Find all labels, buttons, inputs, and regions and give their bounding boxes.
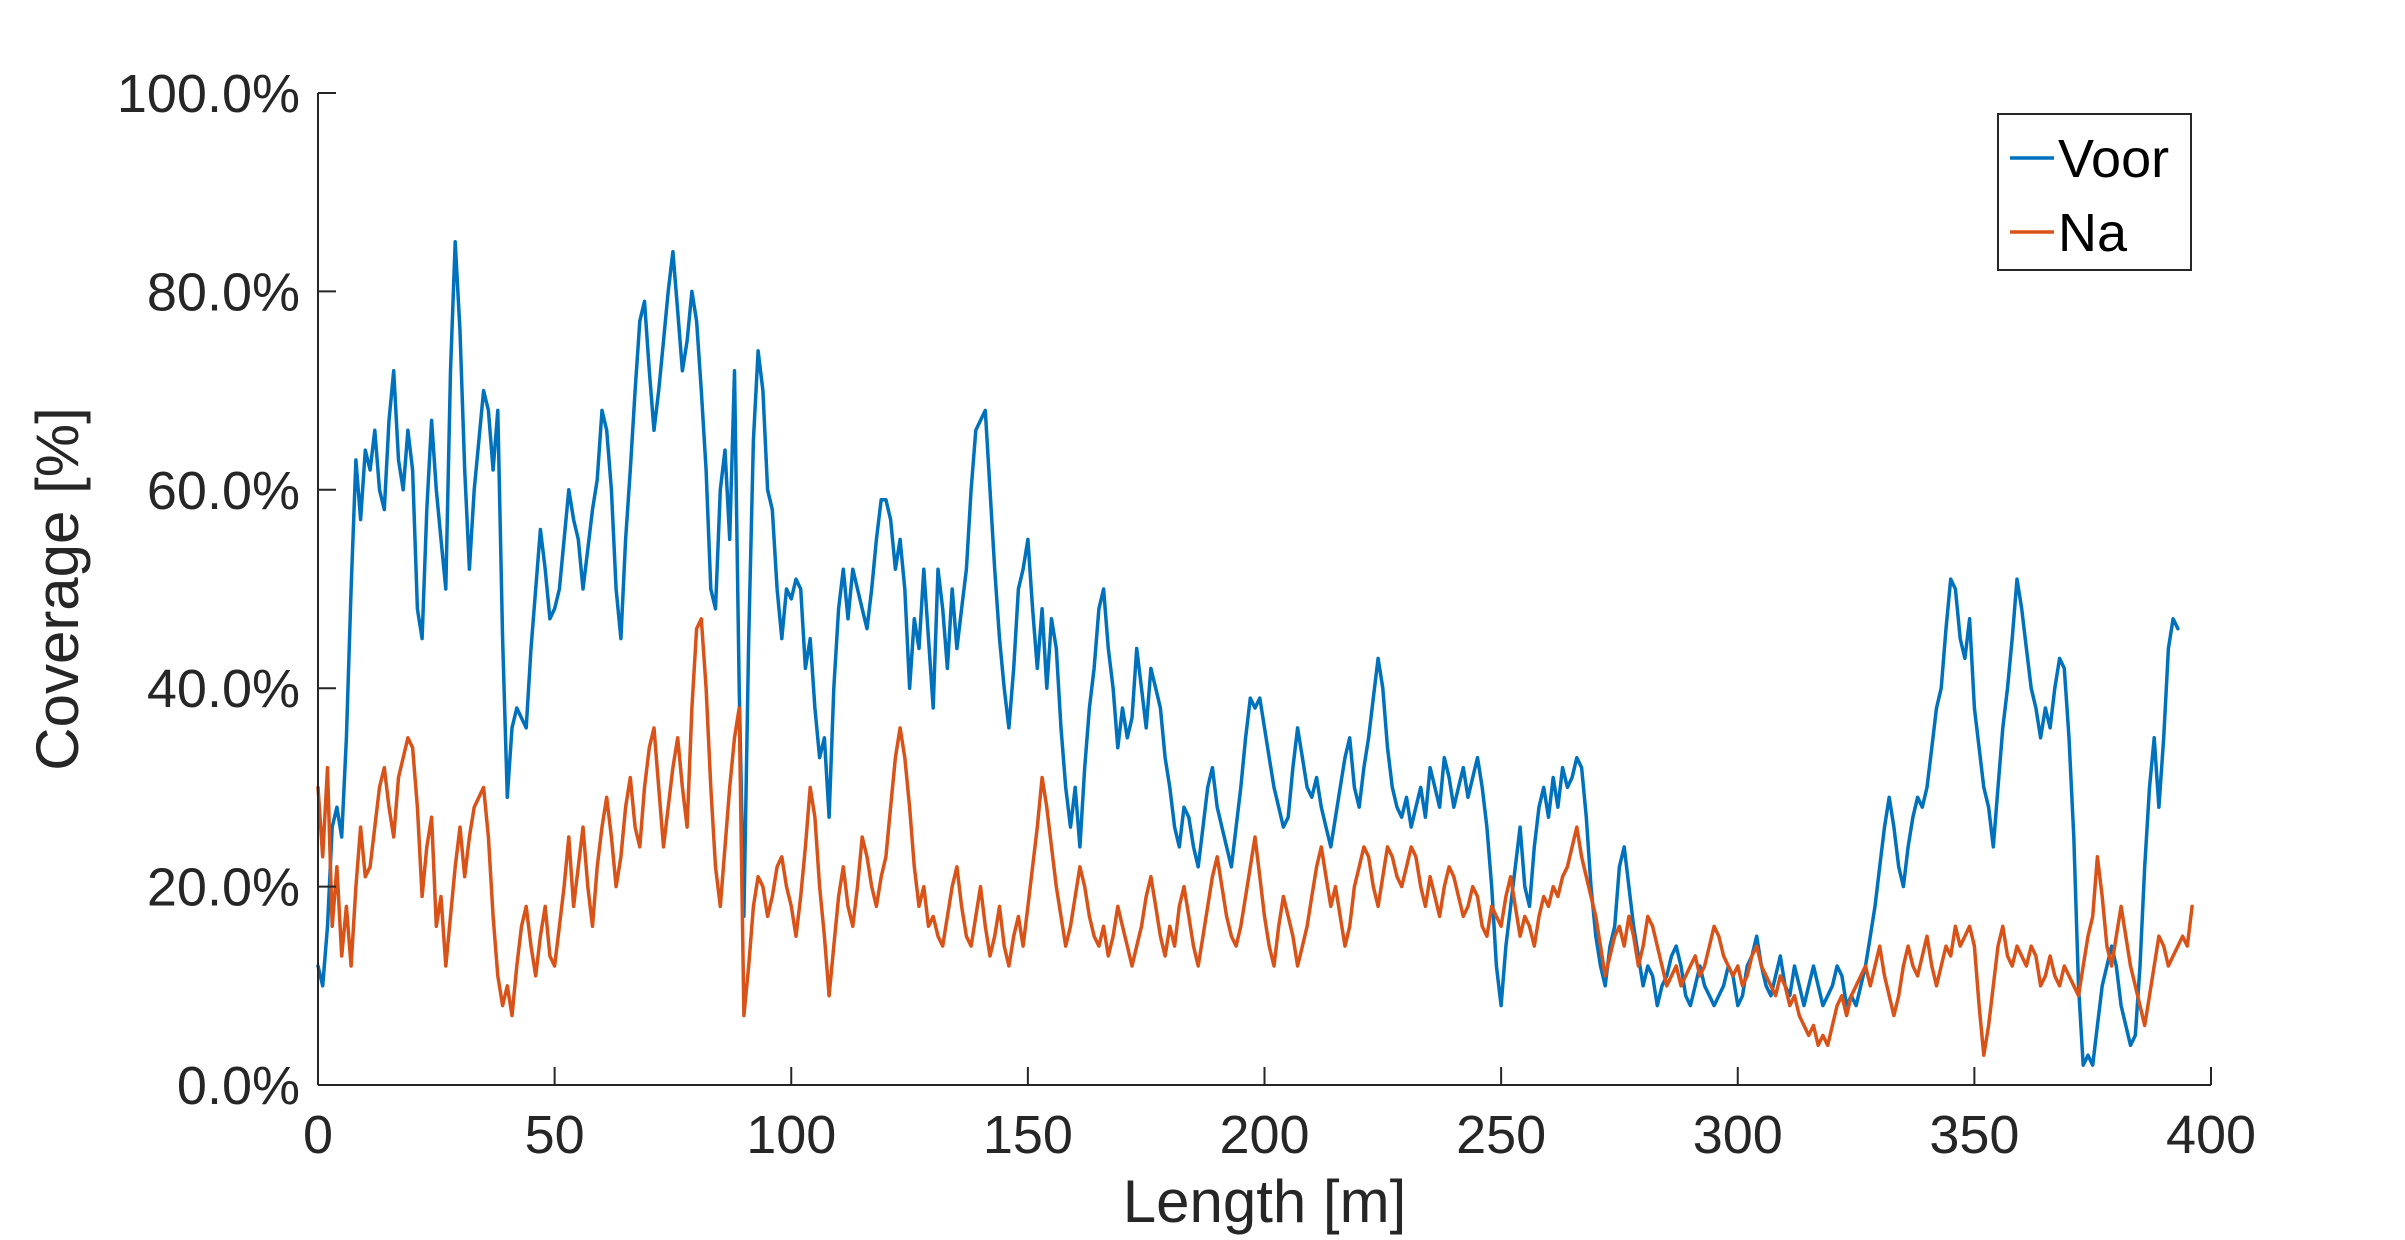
x-axis-title: Length [m] (1123, 1168, 1407, 1235)
y-tick-label: 100.0% (117, 64, 300, 124)
legend: Voor Na (1997, 113, 2192, 271)
y-tick-label: 40.0% (147, 659, 300, 719)
x-axis-ticks: 0 50 100 150 200 250 300 350 400 (303, 1067, 2256, 1165)
y-axis-ticks: 0.0% 20.0% 40.0% 60.0% 80.0% 100.0% (117, 64, 336, 1116)
series-line-voor (316, 240, 2180, 1067)
x-tick-label: 150 (983, 1105, 1073, 1165)
x-tick-label: 350 (1929, 1105, 2019, 1165)
x-tick-label: 300 (1693, 1105, 1783, 1165)
y-tick-label: 20.0% (147, 858, 300, 918)
y-tick-label: 60.0% (147, 461, 300, 521)
series-line-na (316, 617, 2194, 1057)
x-tick-label: 100 (746, 1105, 836, 1165)
y-tick-label: 0.0% (177, 1056, 300, 1116)
legend-label-voor: Voor (2058, 129, 2169, 189)
x-tick-label: 400 (2166, 1105, 2256, 1165)
legend-box (1997, 113, 2192, 271)
y-axis-title: Coverage [%] (24, 407, 91, 771)
plot-area (316, 240, 2194, 1067)
x-tick-label: 200 (1219, 1105, 1309, 1165)
x-tick-label: 50 (525, 1105, 585, 1165)
x-tick-label: 250 (1456, 1105, 1546, 1165)
x-tick-label: 0 (303, 1105, 333, 1165)
legend-label-na: Na (2058, 203, 2128, 263)
y-tick-label: 80.0% (147, 262, 300, 322)
